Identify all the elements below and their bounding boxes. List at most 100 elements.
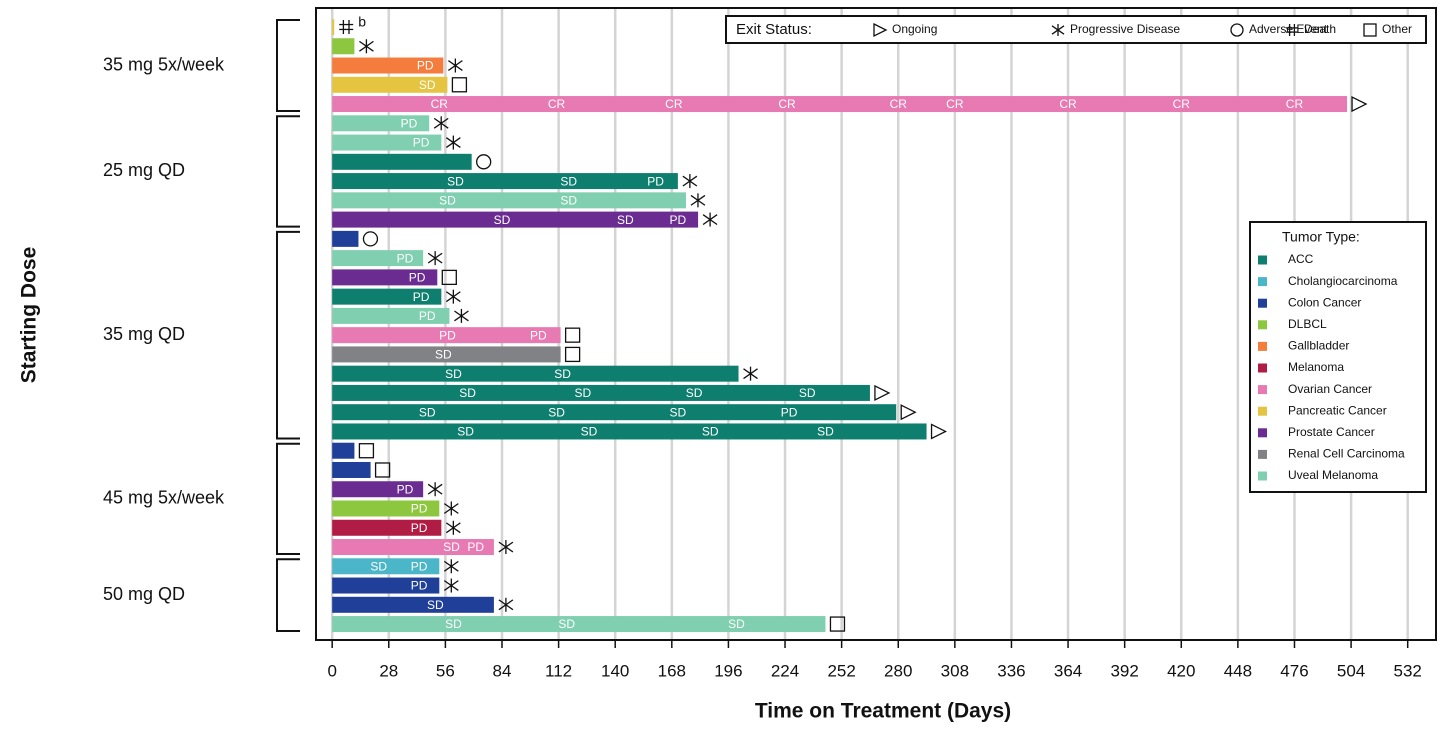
group-label: 50 mg QD: [103, 584, 185, 604]
bar: [332, 404, 897, 421]
exit-legend-box: [725, 15, 1427, 44]
exit-note: b: [358, 14, 366, 30]
tumor-legend-label: Renal Cell Carcinoma: [1288, 447, 1405, 461]
x-tick-label: 168: [658, 661, 686, 680]
exit-marker: [339, 20, 354, 34]
exit-marker: [441, 269, 457, 286]
circle: [362, 231, 379, 247]
bar-label: PD: [530, 328, 547, 342]
square: [829, 616, 846, 632]
exit-marker: [743, 366, 758, 381]
bar-label: SD: [617, 213, 634, 227]
bar-label: SD: [554, 367, 571, 381]
exit-marker: [930, 423, 947, 440]
bar-label: SD: [670, 405, 687, 419]
bar: [332, 192, 686, 209]
square: [564, 327, 581, 343]
group-label: 35 mg 5x/week: [103, 54, 225, 74]
stroke: [433, 117, 449, 129]
exit-legend-title: Exit Status:: [736, 21, 812, 38]
bar-label: CR: [1173, 97, 1191, 111]
stroke: [445, 522, 461, 534]
exit-legend-label: Progressive Disease: [1070, 22, 1180, 36]
exit-marker: [498, 540, 514, 555]
bar: [332, 327, 561, 344]
bar-label: PD: [397, 482, 414, 496]
x-tick-label: 112: [545, 661, 572, 680]
exit-marker: [564, 346, 581, 363]
exit-marker: [1286, 24, 1298, 36]
bar-label: CR: [548, 97, 566, 111]
x-tick-label: 420: [1167, 661, 1195, 680]
x-tick-label: 252: [827, 661, 855, 680]
triangle: [874, 384, 891, 401]
bar-label: CR: [946, 97, 964, 111]
stroke: [359, 40, 374, 52]
bar: [332, 288, 442, 305]
bar: [332, 346, 561, 363]
exit-marker: [443, 559, 459, 574]
group-bracket: [276, 19, 300, 113]
circle: [476, 154, 492, 170]
exit-marker: [682, 174, 698, 189]
bar-label: SD: [575, 386, 592, 400]
exit-marker: [433, 116, 449, 131]
x-tick-label: 476: [1280, 661, 1308, 680]
bar-label: SD: [443, 540, 460, 554]
bar-label: PD: [409, 271, 426, 285]
bar-label: SD: [427, 598, 444, 612]
exit-marker: [358, 443, 375, 459]
exit-legend-label: Ongoing: [892, 22, 937, 36]
bar-label: PD: [670, 213, 687, 227]
bar: [332, 616, 826, 633]
bar: [332, 442, 355, 459]
bar: [332, 519, 442, 536]
bar-label: SD: [445, 617, 462, 631]
bar-label: SD: [494, 213, 511, 227]
x-tick-label: 448: [1224, 661, 1252, 680]
bar: [332, 76, 448, 93]
legend-swatch: [1258, 428, 1267, 438]
tumor-legend-label: Pancreatic Cancer: [1288, 403, 1387, 417]
bar: [332, 38, 355, 55]
bar: [332, 96, 1348, 113]
bar: [332, 134, 442, 151]
bar-label: SD: [445, 367, 462, 381]
exit-legend-label: Death: [1304, 22, 1336, 36]
tumor-legend-box: [1249, 221, 1427, 493]
tumor-legend-label: Melanoma: [1288, 360, 1344, 374]
bar-label: PD: [781, 405, 798, 419]
legend-swatch: [1258, 298, 1267, 308]
bar-label: SD: [560, 174, 577, 188]
tumor-legend-label: Cholangiocarcinoma: [1288, 274, 1398, 288]
x-tick-label: 532: [1394, 661, 1422, 680]
x-tick-label: 280: [884, 661, 912, 680]
bar: [332, 19, 335, 35]
exit-legend-label: Adverse Event: [1249, 22, 1328, 36]
legend-swatch: [1258, 363, 1267, 373]
legend-swatch: [1258, 471, 1267, 481]
triangle: [930, 423, 947, 440]
stroke: [1051, 25, 1065, 35]
bar: [332, 384, 870, 401]
bar-label: PD: [419, 309, 436, 323]
bar-label: SD: [817, 425, 834, 439]
square: [441, 269, 457, 286]
stroke: [743, 368, 758, 380]
triangle: [1351, 95, 1368, 113]
exit-marker: [445, 520, 461, 535]
square: [1363, 23, 1377, 37]
exit-marker: [443, 578, 459, 593]
stroke: [702, 214, 718, 226]
group-label: 25 mg QD: [103, 160, 185, 180]
bar-label: PD: [411, 521, 428, 535]
bar-label: PD: [397, 251, 414, 265]
bar-label: PD: [413, 290, 430, 304]
bar: [332, 461, 371, 478]
stroke: [443, 560, 459, 572]
bar-label: CR: [778, 97, 796, 111]
exit-marker: [1051, 24, 1065, 36]
bar-label: CR: [1059, 97, 1077, 111]
x-tick-label: 364: [1054, 661, 1082, 680]
exit-marker: [447, 58, 463, 73]
